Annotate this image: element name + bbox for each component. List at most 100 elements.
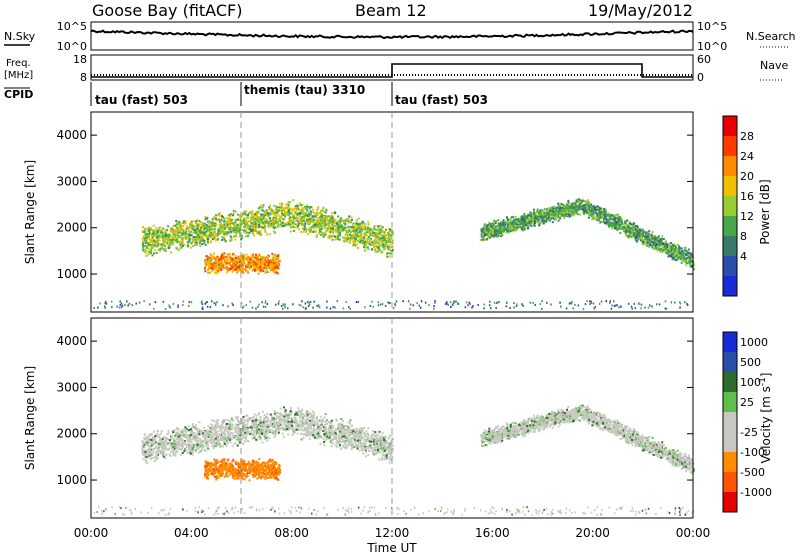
echo-cell [455,301,457,303]
echo-cell [587,207,589,209]
echo-cell [197,238,199,240]
echo-cell [413,304,415,306]
echo-cell [578,304,580,306]
echo-cell [633,223,635,225]
echo-cell [486,228,488,230]
echo-cell [675,257,677,259]
echo-cell [94,307,96,309]
echo-cell [367,221,369,223]
echo-cell [223,267,225,269]
echo-cell [163,232,165,234]
nave-label: Nave [760,59,788,72]
echo-cell [391,250,393,252]
echo-cell [274,264,276,266]
echo-cell [230,258,232,260]
echo-cell [304,207,306,209]
echo-cell [519,226,521,228]
echo-cell [156,232,158,234]
echo-cell [668,253,670,255]
echo-cell [539,210,541,212]
echo-cell [387,301,389,303]
echo-cell [527,219,529,221]
echo-cell [324,219,326,221]
echo-cell [494,302,496,304]
echo-cell [261,261,263,263]
echo-cell [321,217,323,219]
echo-cell [684,247,686,249]
echo-cell [373,241,375,243]
echo-cell [205,218,207,220]
echo-cell [190,222,192,224]
echo-cell [330,226,332,228]
echo-cell [211,227,213,229]
echo-cell [389,249,391,251]
echo-cell [484,304,486,306]
echo-cell [591,218,593,220]
echo-cell [238,258,240,260]
echo-cell [257,257,259,259]
echo-cell [206,255,208,257]
noise-top-tick-left: 10^5 [57,20,87,33]
echo-cell [497,219,499,221]
echo-cell [578,198,580,200]
echo-cell [376,229,378,231]
echo-cell [410,304,412,306]
echo-cell [233,235,235,237]
echo-cell [554,214,556,216]
echo-cell [648,230,650,232]
cpid-segment-2: tau (fast) 503 [395,93,488,107]
echo-cell [546,302,548,304]
echo-cell [534,215,536,217]
echo-cell [564,206,566,208]
echo-cell [634,227,636,229]
echo-cell [292,215,294,217]
echo-cell [199,220,201,222]
echo-cell [589,303,591,305]
echo-cell [116,306,118,308]
echo-cell [324,234,326,236]
echo-cell [594,207,596,209]
echo-cell [234,225,236,227]
echo-cell [233,210,235,212]
echo-cell [221,215,223,217]
echo-cell [148,251,150,253]
echo-cell [262,207,264,209]
echo-cell [305,212,307,214]
echo-cell [559,216,561,218]
echo-cell [653,247,655,249]
echo-cell [247,214,249,216]
echo-cell [215,302,217,304]
echo-cell [292,226,294,228]
echo-cell [182,225,184,227]
echo-cell [189,231,191,233]
echo-cell [506,221,508,223]
echo-cell [329,234,331,236]
echo-cell [153,252,155,254]
echo-cell [340,228,342,230]
echo-cell [420,307,422,309]
echo-cell [352,224,354,226]
echo-cell [668,247,670,249]
echo-cell [559,212,561,214]
echo-cell [182,240,184,242]
echo-cell [170,239,172,241]
echo-cell [631,306,633,308]
echo-cell [621,223,623,225]
echo-cell [334,222,336,224]
echo-cell [207,301,209,303]
echo-cell [664,244,666,246]
echo-cell [481,231,483,233]
echo-cell [154,229,156,231]
echo-cell [258,219,260,221]
echo-cell [664,251,666,253]
echo-cell [251,216,253,218]
echo-cell [284,207,286,209]
echo-cell [220,230,222,232]
echo-cell [221,266,223,268]
echo-cell [640,231,642,233]
echo-cell [646,241,648,243]
echo-cell [477,304,479,306]
echo-cell [99,303,101,305]
echo-cell [567,207,569,209]
echo-cell [364,228,366,230]
